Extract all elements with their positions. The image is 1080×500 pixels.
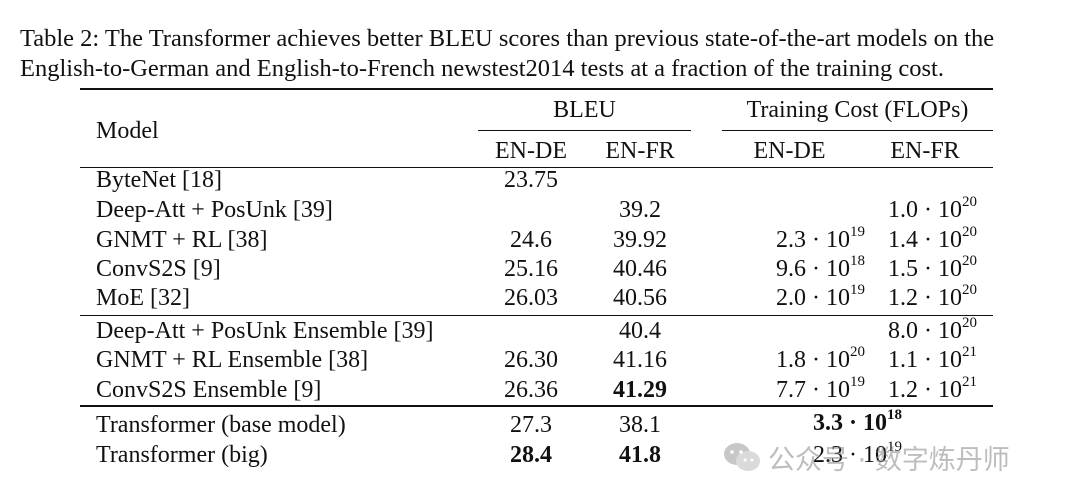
caption-line-2: English-to-German and English-to-French …: [20, 55, 944, 82]
row-bleu-en-de: 26.30: [504, 347, 558, 373]
row-cost-span: 2.3 · 1019: [813, 439, 902, 469]
transformer-rule: [80, 405, 993, 407]
row-cost-en-de: 7.7 · 1019: [776, 374, 865, 404]
subheader-cost-en-de: EN-DE: [753, 138, 826, 164]
row-model: GNMT + RL Ensemble [38]: [96, 347, 369, 373]
row-cost-en-fr: 1.2 · 1020: [888, 282, 977, 312]
row-cost-en-de: 1.8 · 1020: [776, 344, 865, 374]
row-bleu-en-fr: 41.29: [613, 377, 667, 403]
watermark: 公众号 · 数字炼丹师: [722, 437, 1010, 477]
watermark-text: 公众号 · 数字炼丹师: [768, 444, 1010, 476]
row-cost-en-fr: 1.0 · 1020: [888, 194, 977, 224]
row-bleu-en-de: 23.75: [504, 167, 558, 193]
row-model: ConvS2S Ensemble [9]: [96, 377, 322, 403]
row-bleu-en-de: 28.4: [510, 442, 552, 468]
header-rule: [80, 167, 993, 168]
row-model: Deep-Att + PosUnk [39]: [96, 197, 333, 223]
bleu-underline: [478, 130, 691, 131]
subheader-cost-en-fr: EN-FR: [890, 138, 960, 164]
subheader-bleu-en-fr: EN-FR: [605, 138, 675, 164]
model-header: Model: [96, 118, 159, 144]
row-cost-en-de: 2.3 · 1019: [776, 224, 865, 254]
cost-underline: [722, 130, 993, 131]
row-bleu-en-de: 26.36: [504, 377, 558, 403]
row-bleu-en-fr: 39.2: [619, 197, 661, 223]
row-bleu-en-fr: 38.1: [619, 412, 661, 438]
bleu-header: BLEU: [553, 97, 616, 123]
row-bleu-en-de: 27.3: [510, 412, 552, 438]
row-cost-en-fr: 1.2 · 1021: [888, 374, 977, 404]
row-model: ConvS2S [9]: [96, 256, 221, 282]
top-rule: [80, 88, 993, 90]
row-bleu-en-fr: 40.56: [613, 285, 667, 311]
row-bleu-en-de: 24.6: [510, 227, 552, 253]
row-cost-en-fr: 1.5 · 1020: [888, 253, 977, 283]
row-model: ByteNet [18]: [96, 167, 222, 193]
row-cost-span: 3.3 · 1018: [812, 407, 902, 437]
group-rule: [80, 315, 993, 316]
row-bleu-en-fr: 40.46: [613, 256, 667, 282]
caption-line-1: Table 2: The Transformer achieves better…: [20, 25, 995, 52]
row-model: Transformer (base model): [96, 412, 346, 438]
row-bleu-en-de: 25.16: [504, 256, 558, 282]
row-model: Deep-Att + PosUnk Ensemble [39]: [96, 318, 434, 344]
row-bleu-en-fr: 40.4: [619, 318, 661, 344]
row-cost-en-fr: 8.0 · 1020: [888, 315, 977, 345]
row-model: Transformer (big): [96, 442, 268, 468]
row-model: GNMT + RL [38]: [96, 227, 268, 253]
row-model: MoE [32]: [96, 285, 190, 311]
row-cost-en-de: 2.0 · 1019: [776, 282, 865, 312]
row-bleu-en-fr: 41.16: [613, 347, 667, 373]
row-cost-en-fr: 1.1 · 1021: [888, 344, 977, 374]
row-cost-en-de: 9.6 · 1018: [776, 253, 865, 283]
cost-header: Training Cost (FLOPs): [746, 97, 969, 123]
wechat-icon: [724, 443, 760, 471]
subheader-bleu-en-de: EN-DE: [495, 138, 567, 164]
table-caption: Table 2: The Transformer achieves better…: [20, 24, 1065, 84]
row-bleu-en-de: 26.03: [504, 285, 558, 311]
row-bleu-en-fr: 39.92: [613, 227, 667, 253]
row-bleu-en-fr: 41.8: [619, 442, 661, 468]
row-cost-en-fr: 1.4 · 1020: [888, 224, 977, 254]
